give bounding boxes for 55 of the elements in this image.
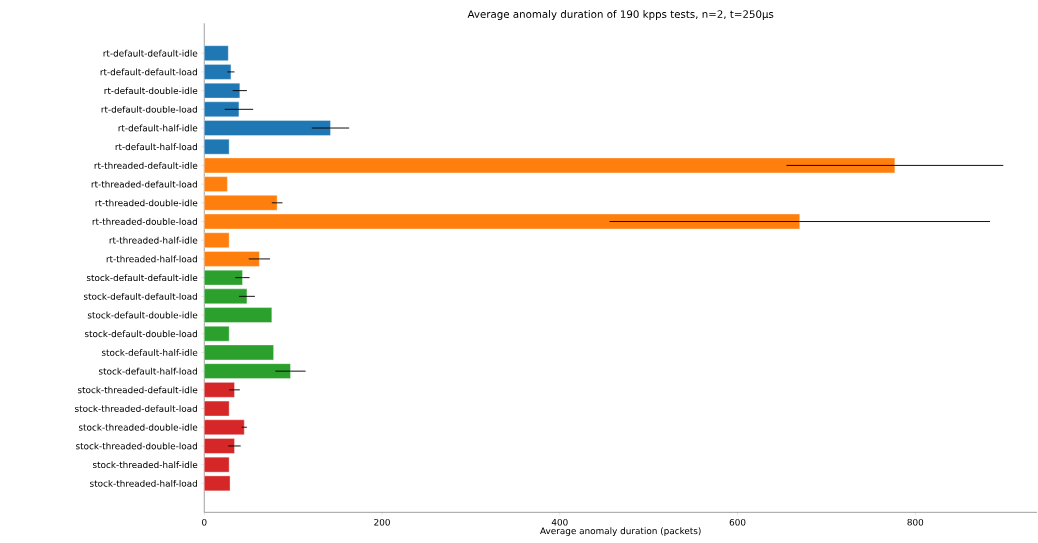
bar	[204, 382, 235, 398]
bar	[204, 157, 896, 174]
y-tick-label: rt-threaded-default-idle	[94, 161, 198, 169]
y-tick-label: rt-threaded-half-idle	[109, 236, 198, 244]
chart-title: Average anomaly duration of 190 kpps tests, n=2, t=250µs	[467, 10, 774, 20]
bar	[204, 251, 260, 267]
bar	[204, 344, 274, 361]
bar	[204, 82, 241, 99]
y-tick-label: stock-threaded-half-load	[90, 479, 197, 487]
y-tick-label: stock-threaded-half-idle	[92, 461, 198, 469]
x-tick-label: 200	[374, 518, 390, 526]
y-tick-label: stock-threaded-default-idle	[77, 386, 198, 394]
bar	[204, 307, 273, 323]
bar	[204, 176, 228, 192]
x-tick-label: 600	[729, 518, 746, 526]
y-tick-label: stock-threaded-default-load	[75, 405, 197, 412]
y-tick-label: rt-threaded-double-idle	[95, 199, 198, 207]
bar	[204, 64, 232, 80]
bar	[204, 269, 243, 286]
y-tick-label: stock-default-double-idle	[87, 311, 198, 319]
y-tick-label: stock-default-default-load	[83, 292, 197, 300]
y-tick-label: rt-default-default-load	[100, 68, 197, 76]
y-tick-label: rt-default-double-idle	[104, 87, 198, 95]
bar	[204, 232, 230, 248]
y-tick-label: rt-threaded-double-load	[92, 218, 197, 225]
y-tick-label: stock-threaded-double-load	[76, 442, 197, 450]
x-axis-title: Average anomaly duration (packets)	[540, 527, 701, 536]
bar	[204, 326, 230, 342]
y-tick-label: rt-default-double-load	[101, 105, 197, 113]
bar	[204, 139, 230, 155]
y-tick-label: stock-default-half-load	[98, 367, 197, 375]
bar	[204, 120, 331, 136]
x-tick-label: 0	[202, 518, 207, 526]
y-tick-label: rt-threaded-half-load	[106, 255, 197, 263]
bar	[204, 400, 230, 417]
y-tick-label: stock-default-default-idle	[86, 274, 198, 282]
x-tick-label: 800	[907, 518, 924, 526]
y-tick-label: stock-threaded-double-idle	[78, 423, 198, 431]
x-tick-label: 400	[551, 518, 568, 526]
bar	[204, 475, 231, 491]
bar	[204, 419, 245, 435]
bar	[204, 213, 800, 230]
y-tick-label: rt-default-default-idle	[103, 49, 198, 57]
y-tick-label: rt-threaded-default-load	[91, 180, 197, 188]
bar	[204, 195, 278, 211]
y-tick-label: stock-default-double-load	[84, 330, 197, 338]
bar	[204, 438, 235, 454]
bar	[204, 101, 240, 117]
bar	[204, 363, 291, 379]
y-tick-label: rt-default-half-idle	[118, 124, 198, 132]
bar	[204, 456, 230, 473]
bar	[204, 45, 229, 61]
bar	[204, 288, 248, 304]
y-tick-label: rt-default-half-load	[115, 143, 197, 151]
y-tick-label: stock-default-half-idle	[101, 348, 198, 356]
